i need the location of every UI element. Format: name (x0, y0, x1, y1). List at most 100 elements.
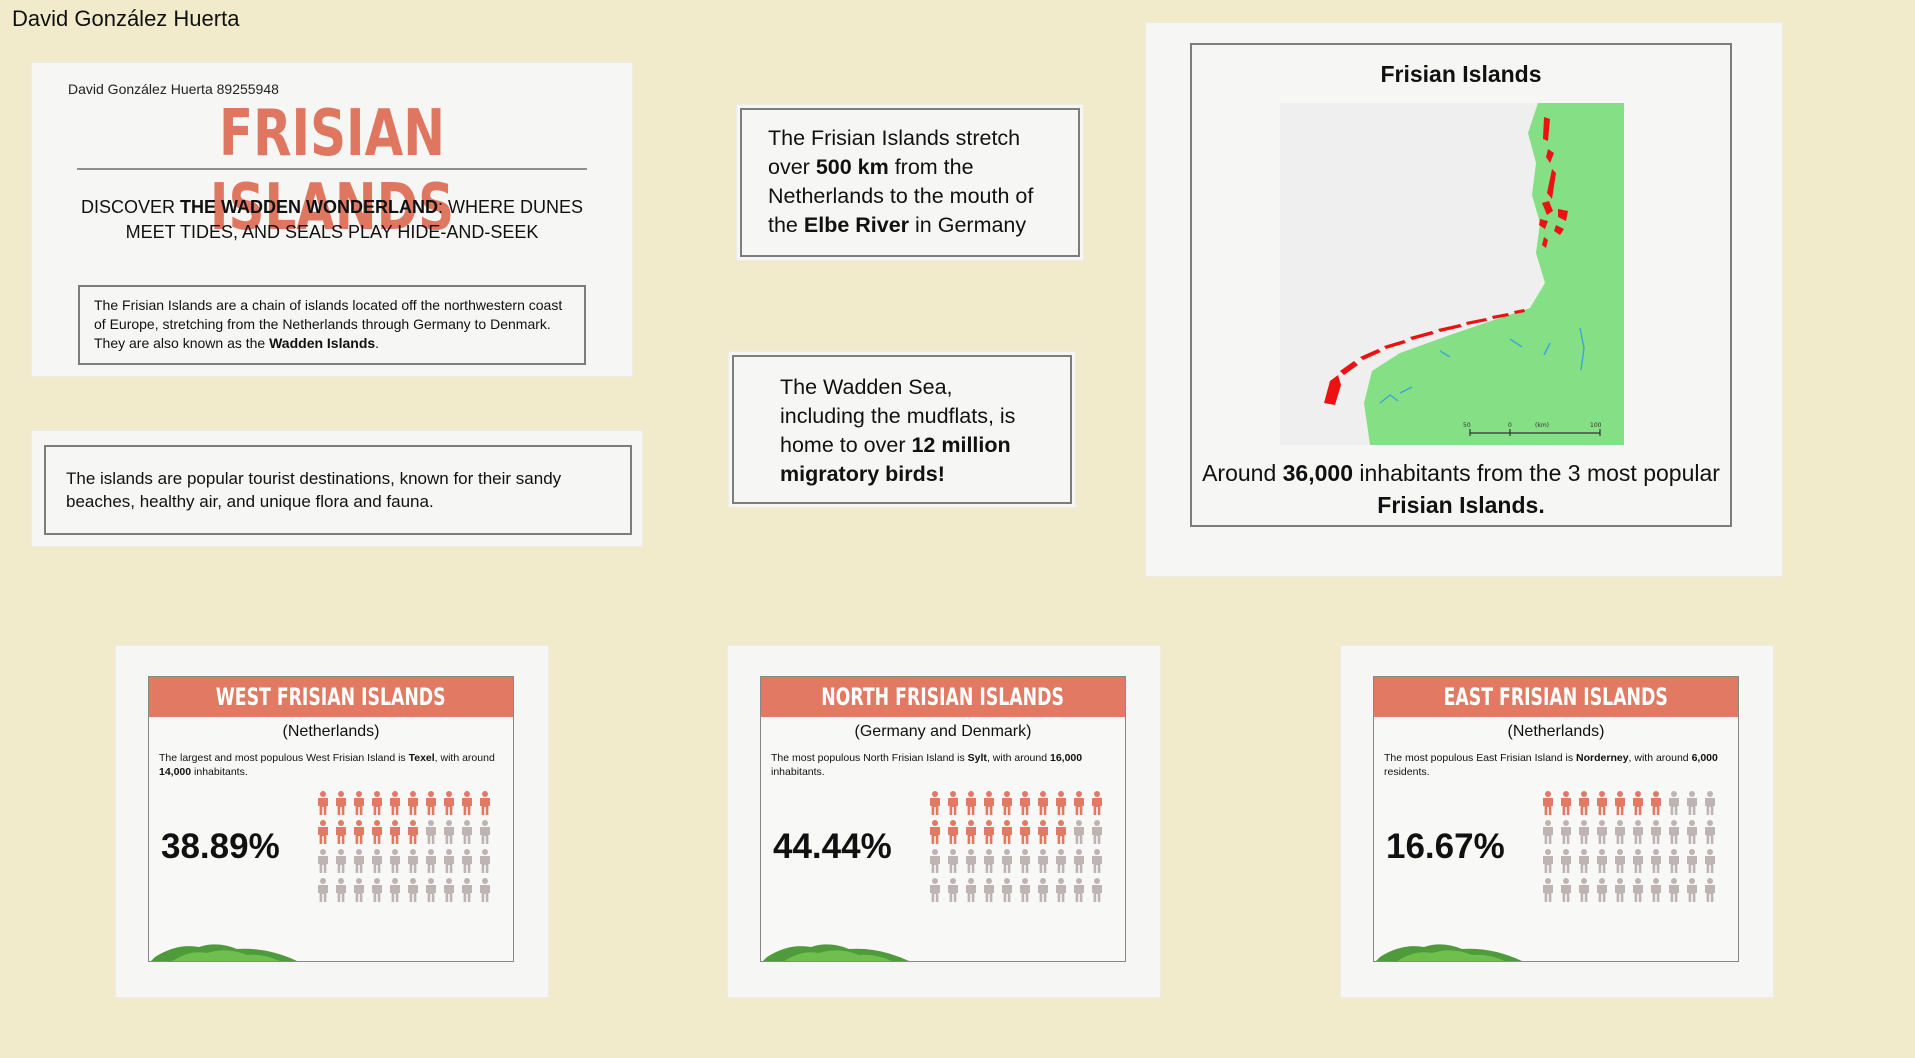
frisian-islands-map: 50 0 (km) 100 (1280, 103, 1624, 445)
person-icon (1597, 878, 1607, 902)
person-icon-highlighted (1633, 791, 1643, 815)
person-icon (1669, 820, 1679, 844)
person-icon (444, 849, 454, 873)
person-icon-highlighted (1002, 820, 1012, 844)
hills-decoration-icon (1376, 944, 1522, 961)
person-icon (1633, 820, 1643, 844)
person-icon (1651, 849, 1661, 873)
group-percentage: 16.67% (1386, 827, 1505, 866)
person-icon (1020, 878, 1030, 902)
group-region: (Netherlands) (1507, 723, 1605, 740)
author-line: David González Huerta 89255948 (68, 81, 279, 97)
person-icon (1669, 878, 1679, 902)
page-title: FRISIAN ISLANDS (209, 97, 455, 245)
person-icon (462, 820, 472, 844)
person-icon-highlighted (1561, 791, 1571, 815)
group-frame: NORTH FRISIAN ISLANDS (Germany and Denmar… (760, 676, 1126, 962)
north-frisian-card[interactable]: NORTH FRISIAN ISLANDS (Germany and Denmar… (728, 646, 1160, 997)
person-icon (444, 820, 454, 844)
person-icon (318, 878, 328, 902)
person-icon-highlighted (984, 820, 994, 844)
person-icon-highlighted (318, 791, 328, 815)
group-percentage: 44.44% (773, 827, 892, 866)
person-icon (354, 849, 364, 873)
wadden-fact-card[interactable]: The Wadden Sea, including the mudflats, … (729, 352, 1075, 507)
group-frame: EAST FRISIAN ISLANDS (Netherlands) The mos… (1373, 676, 1739, 962)
person-icon (336, 878, 346, 902)
scale-label-100: 100 (1590, 422, 1602, 429)
person-icon (1669, 849, 1679, 873)
person-icon (1092, 820, 1102, 844)
tagline: Discover the Wadden Wonderland: where du… (80, 197, 584, 242)
person-icon (984, 878, 994, 902)
group-region: (Netherlands) (282, 723, 380, 740)
map-caption: Around 36,000 inhabitants from the 3 mos… (1202, 460, 1720, 518)
person-icon (1687, 820, 1697, 844)
group-title: WEST FRISIAN ISLANDS (216, 683, 446, 711)
person-icon-highlighted (1020, 820, 1030, 844)
person-icon (1543, 849, 1553, 873)
scale-label-km: (km) (1535, 422, 1549, 429)
person-icon-highlighted (372, 820, 382, 844)
person-icon (336, 849, 346, 873)
person-icon (1002, 878, 1012, 902)
person-icon (1579, 849, 1589, 873)
board-owner-label: David González Huerta (12, 6, 240, 31)
population-pictograph (930, 791, 1102, 902)
person-icon (948, 878, 958, 902)
person-icon (1579, 878, 1589, 902)
person-icon (930, 849, 940, 873)
person-icon (1074, 849, 1084, 873)
intro-description-box: The Frisian Islands are a chain of islan… (78, 285, 586, 365)
person-icon-highlighted (462, 791, 472, 815)
group-description: The most populous North Frisian Island i… (771, 752, 1083, 778)
person-icon-highlighted (1056, 791, 1066, 815)
person-icon (480, 849, 490, 873)
person-icon (462, 878, 472, 902)
stretch-fact-text: The Frisian Islands stretch over 500 km … (768, 126, 1034, 237)
person-icon (426, 878, 436, 902)
group-title-bar: EAST FRISIAN ISLANDS (1374, 677, 1738, 717)
wadden-fact-box: The Wadden Sea, including the mudflats, … (732, 355, 1072, 504)
person-icon (1615, 849, 1625, 873)
group-description: The most populous East Frisian Island is… (1384, 752, 1718, 778)
person-icon-highlighted (1543, 791, 1553, 815)
west-frisian-card[interactable]: WEST FRISIAN ISLANDS (Netherlands) The lar… (116, 646, 548, 997)
person-icon-highlighted (1579, 791, 1589, 815)
person-icon-highlighted (930, 791, 940, 815)
person-icon (948, 849, 958, 873)
person-icon-highlighted (390, 791, 400, 815)
person-icon (1092, 878, 1102, 902)
person-icon (390, 878, 400, 902)
person-icon (1002, 849, 1012, 873)
person-icon (480, 820, 490, 844)
map-card[interactable]: Frisian Islands (1146, 23, 1782, 576)
person-icon (372, 878, 382, 902)
person-icon (1074, 878, 1084, 902)
scale-label-0: 0 (1508, 422, 1512, 429)
person-icon (1597, 849, 1607, 873)
person-icon-highlighted (1074, 791, 1084, 815)
group-title: EAST FRISIAN ISLANDS (1443, 683, 1669, 711)
east-frisian-card[interactable]: EAST FRISIAN ISLANDS (Netherlands) The mos… (1341, 646, 1773, 997)
title-divider (77, 168, 587, 170)
person-icon (1705, 820, 1715, 844)
person-icon-highlighted (372, 791, 382, 815)
tourism-card[interactable]: The islands are popular tourist destinat… (32, 431, 642, 546)
person-icon-highlighted (336, 820, 346, 844)
person-icon-highlighted (1038, 791, 1048, 815)
population-pictograph (318, 791, 490, 902)
person-icon-highlighted (984, 791, 994, 815)
intro-card[interactable]: David González Huerta 89255948 FRISIAN I… (32, 63, 632, 376)
person-icon-highlighted (480, 791, 490, 815)
stretch-fact-card[interactable]: The Frisian Islands stretch over 500 km … (737, 105, 1083, 260)
person-icon (1074, 820, 1084, 844)
person-icon-highlighted (1092, 791, 1102, 815)
person-icon (1561, 878, 1571, 902)
person-icon (1561, 849, 1571, 873)
person-icon (354, 878, 364, 902)
population-pictograph (1543, 791, 1715, 902)
group-description: The largest and most populous West Frisi… (159, 752, 495, 778)
person-icon-highlighted (948, 791, 958, 815)
person-icon-highlighted (966, 820, 976, 844)
